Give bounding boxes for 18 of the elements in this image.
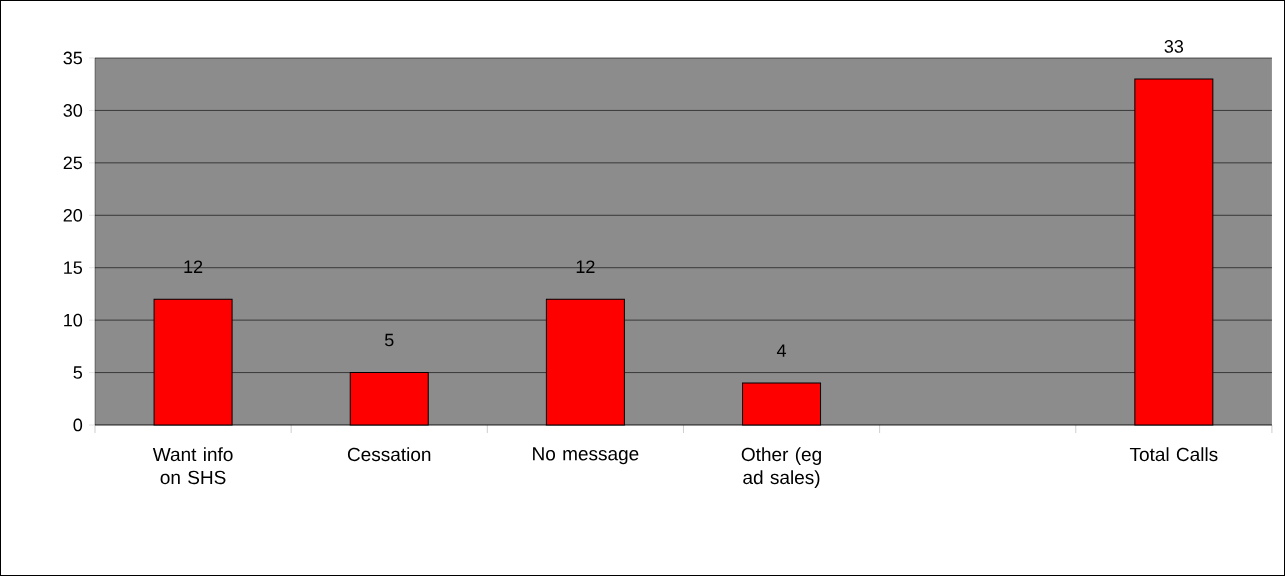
y-tick-label: 15 — [64, 261, 83, 274]
x-tick-label: No message — [533, 447, 639, 465]
y-tick-label: 35 — [63, 51, 83, 65]
data-label: 5 — [384, 333, 394, 347]
data-label: 4 — [776, 344, 787, 357]
data-label: 33 — [1164, 40, 1184, 53]
x-tick-label: Total Calls — [1129, 447, 1218, 462]
x-tick-label: Want info on SHS — [152, 447, 233, 485]
data-label: 12 — [576, 260, 595, 273]
y-tick-label: 30 — [63, 104, 83, 117]
x-tick-label: Other (eg ad sales) — [741, 447, 821, 488]
y-tick-label: 25 — [63, 156, 83, 170]
data-label: 12 — [184, 260, 203, 273]
y-tick-label: 0 — [73, 418, 83, 432]
x-tick-label: Cessation — [347, 447, 431, 462]
y-tick-label: 5 — [73, 366, 83, 379]
y-tick-label: 20 — [63, 208, 83, 222]
y-tick-label: 10 — [64, 313, 83, 327]
